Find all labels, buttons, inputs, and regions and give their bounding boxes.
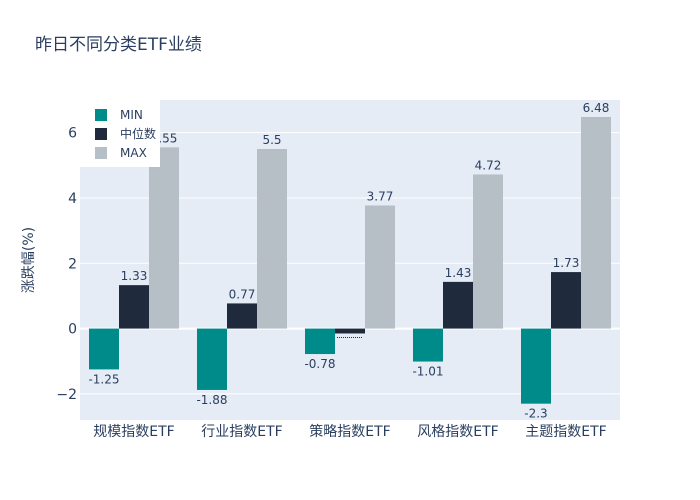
y-tick-label: 6 xyxy=(68,126,77,142)
bar-MIN xyxy=(89,328,119,370)
legend-swatch[interactable] xyxy=(95,147,107,159)
bar-MAX xyxy=(149,147,179,329)
data-label: -0.78 xyxy=(304,357,335,371)
legend-swatch[interactable] xyxy=(95,109,107,121)
data-label: 1.73 xyxy=(553,256,580,270)
y-tick-label: 4 xyxy=(68,191,77,207)
bar-中位数 xyxy=(335,328,365,334)
data-labels: -1.251.335.55-1.880.775.5-0.783.77-1.011… xyxy=(88,101,609,421)
bar-中位数 xyxy=(443,281,473,329)
x-tick-label: 规模指数ETF xyxy=(93,424,174,440)
data-label: -1.01 xyxy=(412,365,443,379)
x-tick-label: 行业指数ETF xyxy=(201,424,282,440)
y-tick-label: 2 xyxy=(68,256,77,272)
chart-title: 昨日不同分类ETF业绩 xyxy=(35,35,202,55)
bar-MAX xyxy=(581,116,611,329)
x-tick-label: 策略指数ETF xyxy=(309,423,390,440)
y-tick-label: 0 xyxy=(68,322,77,338)
y-tick-label: −2 xyxy=(56,387,77,403)
data-label: 5.5 xyxy=(262,133,281,147)
bar-MIN xyxy=(413,328,443,362)
data-label: -1.25 xyxy=(88,372,119,386)
x-tick-label: 主题指数ETF xyxy=(525,424,606,440)
x-axis-ticks: 规模指数ETF 行业指数ETF 策略指数ETF 风格指数ETF 主题指数ETF xyxy=(93,423,606,440)
bar-MIN xyxy=(197,328,227,390)
data-label: -2.3 xyxy=(524,407,547,421)
x-tick-label: 风格指数ETF xyxy=(417,424,498,440)
data-label: 1.43 xyxy=(445,266,472,280)
y-axis-label: 涨跌幅(%) xyxy=(21,227,37,293)
bar-MIN xyxy=(521,328,551,404)
bar-中位数 xyxy=(551,272,581,329)
data-label: -1.88 xyxy=(196,393,227,407)
legend-swatch[interactable] xyxy=(95,128,107,140)
bar-MAX xyxy=(365,205,395,329)
bars xyxy=(89,116,611,404)
data-label: 0.77 xyxy=(229,287,256,301)
bar-MIN xyxy=(305,328,335,355)
bar-MAX xyxy=(473,174,503,329)
bar-中位数 xyxy=(227,303,257,329)
data-label: 3.77 xyxy=(367,189,394,203)
legend-item-label[interactable]: MIN xyxy=(120,108,143,122)
legend-item-label[interactable]: MAX xyxy=(120,146,147,160)
data-label: 1.33 xyxy=(121,269,148,283)
y-axis-ticks: −2 0 2 4 6 xyxy=(56,126,77,403)
bar-中位数 xyxy=(119,285,149,329)
legend-box xyxy=(80,100,160,167)
data-label: 4.72 xyxy=(475,158,502,172)
legend-item-label[interactable]: 中位数 xyxy=(120,126,156,141)
bar-MAX xyxy=(257,148,287,329)
data-label: 6.48 xyxy=(583,101,610,115)
legend[interactable]: MIN 中位数 MAX xyxy=(80,100,160,167)
